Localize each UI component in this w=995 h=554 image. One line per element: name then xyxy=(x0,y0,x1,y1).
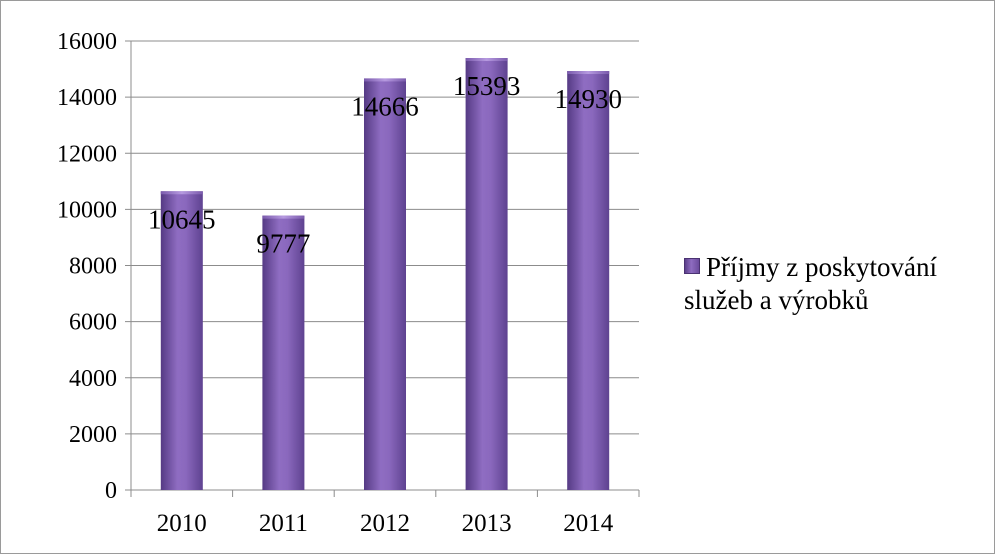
y-tick-label: 0 xyxy=(105,478,117,504)
bar xyxy=(465,58,508,490)
data-label: 14930 xyxy=(554,84,622,114)
data-label: 14666 xyxy=(351,91,419,121)
y-tick-label: 14000 xyxy=(57,85,117,111)
bar-cap xyxy=(262,215,305,219)
axes: 0 2000 4000 6000 8000 10000 12000 14000 16000 201… xyxy=(57,29,640,537)
y-tick-label: 12000 xyxy=(57,141,117,167)
bar-cap xyxy=(567,71,610,75)
x-tick-label: 2011 xyxy=(259,510,308,537)
legend-entry-line2: služeb a výrobků xyxy=(684,285,869,315)
x-tick-label: 2013 xyxy=(462,510,512,537)
data-label: 15393 xyxy=(453,71,521,101)
y-tick-label: 8000 xyxy=(69,254,117,280)
bar-cap xyxy=(465,58,508,62)
data-labels: 10645 9777 14666 15393 14930 xyxy=(148,71,622,259)
legend: Příjmy z poskytování služeb a výrobků xyxy=(684,251,984,317)
bar-cap xyxy=(364,78,406,82)
y-tick-label: 2000 xyxy=(69,422,117,448)
data-label: 9777 xyxy=(256,229,310,259)
bar-cap xyxy=(160,191,203,195)
bar xyxy=(364,78,406,491)
bars xyxy=(160,58,610,491)
legend-swatch-icon xyxy=(684,258,700,274)
bar xyxy=(567,71,610,490)
bar xyxy=(262,215,305,490)
y-tick-label: 4000 xyxy=(69,366,117,392)
y-tick-label: 16000 xyxy=(57,29,117,55)
bar xyxy=(160,191,203,490)
y-tick-label: 6000 xyxy=(69,310,117,336)
x-tick-label: 2012 xyxy=(360,510,410,537)
data-label: 10645 xyxy=(148,204,216,234)
legend-entry-line1: Příjmy z poskytování xyxy=(706,252,937,282)
x-tick-label: 2010 xyxy=(157,510,207,537)
y-tick-label: 10000 xyxy=(57,197,117,223)
x-tick-label: 2014 xyxy=(563,510,614,537)
